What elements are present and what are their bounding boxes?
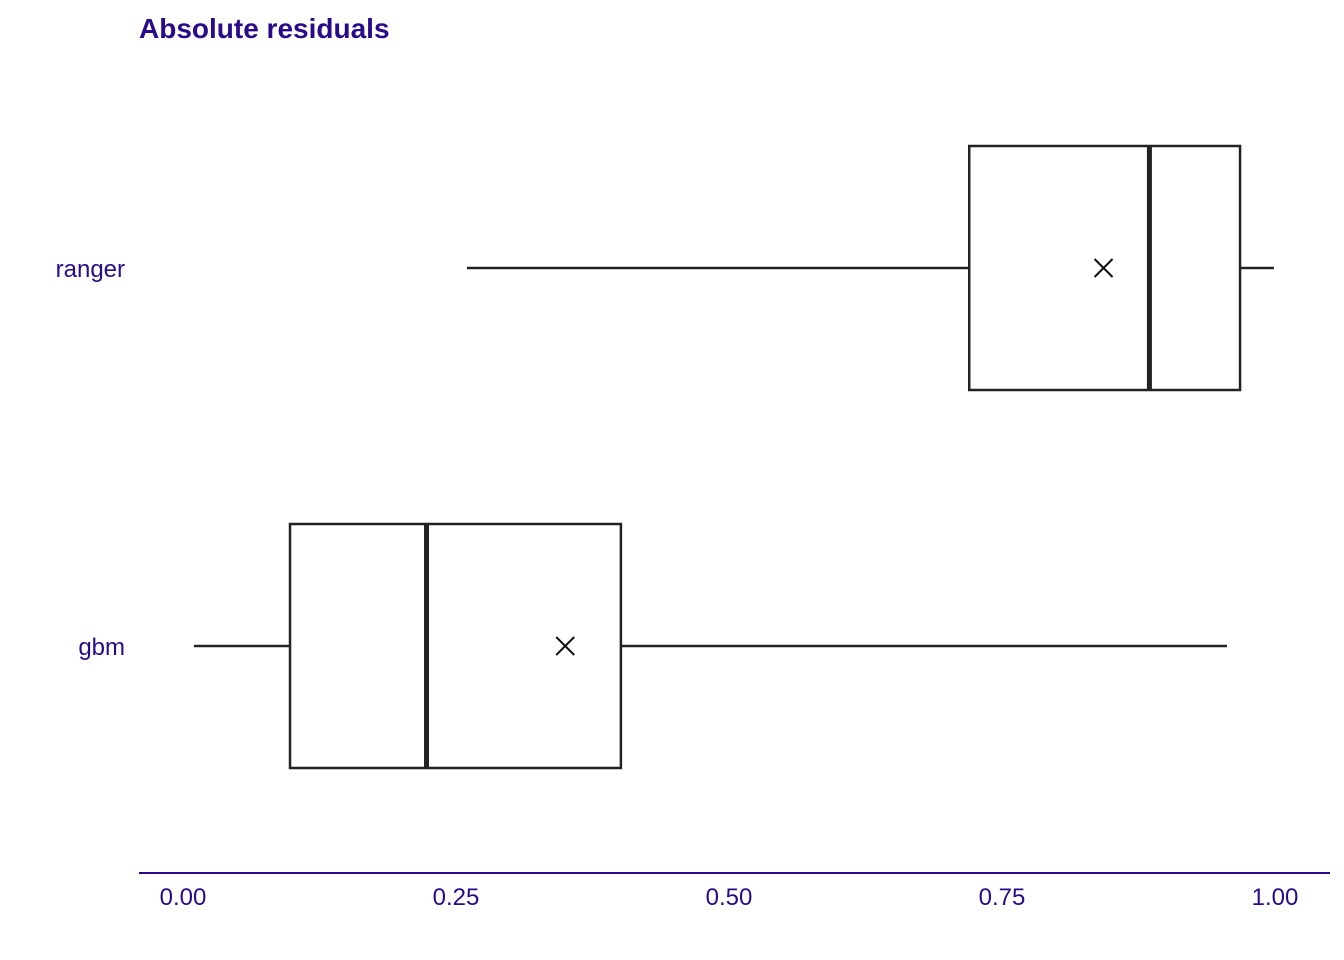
boxes-layer xyxy=(193,144,1274,770)
x-tick-label: 0.75 xyxy=(979,884,1026,911)
category-label-gbm: gbm xyxy=(78,634,125,661)
box-gbm xyxy=(193,522,1227,770)
category-label-ranger: ranger xyxy=(56,256,125,283)
mean-marker-gbm xyxy=(555,636,575,656)
iqr-box-gbm xyxy=(288,522,623,770)
chart-title: Absolute residuals xyxy=(139,13,390,44)
x-tick-label: 0.50 xyxy=(706,884,753,911)
x-tick-label: 0.00 xyxy=(160,884,207,911)
x-tick-label: 0.25 xyxy=(433,884,480,911)
mean-marker-ranger xyxy=(1093,258,1114,278)
box-ranger xyxy=(466,144,1274,392)
x-tick-labels: 0.00 0.25 0.50 0.75 1.00 xyxy=(160,884,1299,911)
iqr-box-ranger xyxy=(967,144,1242,392)
x-tick-label: 1.00 xyxy=(1252,884,1299,911)
category-labels: ranger gbm xyxy=(56,256,125,661)
